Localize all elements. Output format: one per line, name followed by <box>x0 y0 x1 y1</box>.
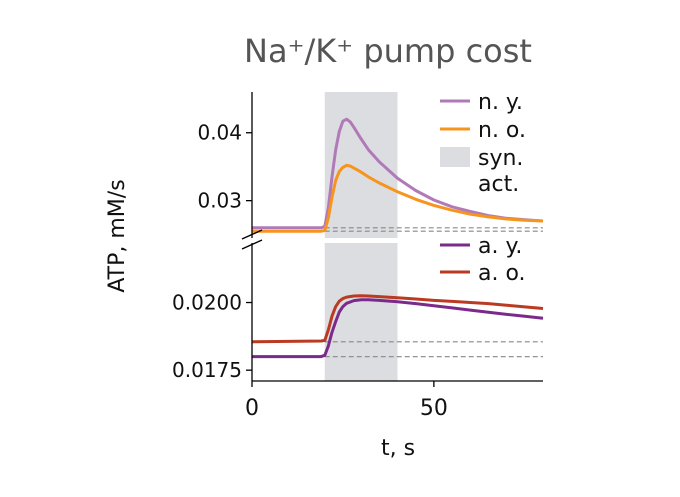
legend-swatch-shaded <box>440 147 470 167</box>
y-tick-label: 0.03 <box>197 189 242 213</box>
legend-label: n. o. <box>478 118 526 143</box>
legend-label: n. y. <box>478 90 523 115</box>
x-tick-label: 50 <box>420 396 448 421</box>
chart-title: Na⁺/K⁺ pump cost <box>244 32 532 70</box>
shaded-region <box>324 243 398 381</box>
legend-label: a. o. <box>478 261 526 286</box>
break-mark <box>241 229 263 240</box>
y-tick-label: 0.04 <box>197 121 242 145</box>
top-panel: 0.03 0.04 n. y. n. o. syn.act. <box>197 90 544 238</box>
series-line-n-o <box>252 163 544 233</box>
x-tick-label: 0 <box>245 396 259 421</box>
bottom-panel: 0.0175 0.0200 a. y.a. o. <box>172 234 544 382</box>
break-mark <box>241 239 263 250</box>
series-line-a-o <box>251 294 544 344</box>
x-axis: 0 50 <box>245 380 543 421</box>
y-axis-label: ATP, mM/s <box>105 179 130 292</box>
y-tick-label: 0.0175 <box>172 358 242 382</box>
y-tick-label: 0.0200 <box>172 291 242 315</box>
series-line-a-y <box>252 298 544 359</box>
legend-label-shaded: act. <box>478 172 519 197</box>
legend-label-shaded: syn. <box>478 146 523 171</box>
axis-break-marks <box>241 229 263 250</box>
legend-label: a. y. <box>478 234 522 259</box>
series-line-n-y <box>252 117 544 230</box>
x-axis-label: t, s <box>381 436 415 461</box>
shaded-region <box>324 92 398 238</box>
